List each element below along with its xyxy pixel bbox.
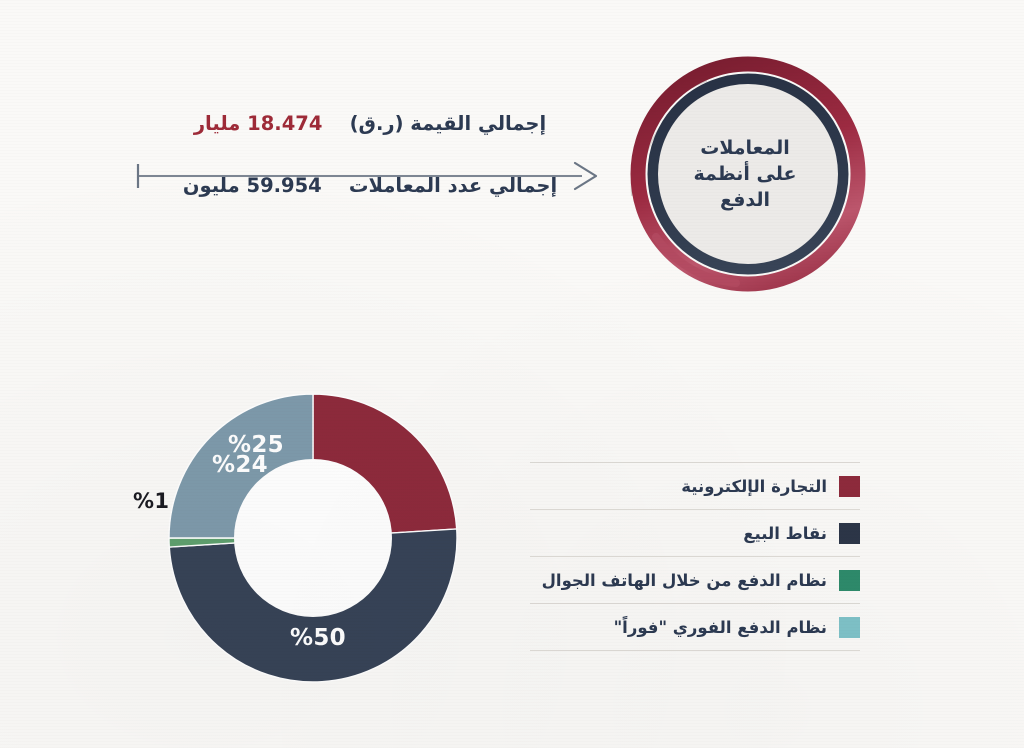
legend-label-pos: نقاط البيع [743,523,827,543]
legend-swatch-pos [839,522,860,544]
chart-legend: التجارة الإلكترونية نقاط البيع نظام الدف… [530,462,860,651]
summary-block: إجمالي القيمة (ر.ق) 18.474 مليار إجمالي … [130,112,610,222]
legend-swatch-mobile-payment [839,569,860,591]
legend-item-pos[interactable]: نقاط البيع [530,510,860,557]
total-value-unit: مليار [193,112,241,135]
legend-item-mobile-payment[interactable]: نظام الدفع من خلال الهاتف الجوال [530,557,860,604]
donut-label-mobile-payment: %1 [133,489,170,513]
badge-outer-ring [630,56,866,292]
badge-brush-accent [652,233,740,287]
total-count-unit: مليون [182,174,240,197]
donut-label-fawran: %25 [228,432,284,458]
legend-item-ecommerce[interactable]: التجارة الإلكترونية [530,462,860,510]
legend-label-mobile-payment: نظام الدفع من خلال الهاتف الجوال [541,570,827,590]
legend-swatch-ecommerce [839,475,860,497]
donut-label-pos: %50 [290,625,346,651]
total-count-number: 59.954 [246,174,322,197]
legend-item-fawran[interactable]: نظام الدفع الفوري "فوراً" [530,604,860,651]
total-value-prefix: إجمالي القيمة (ر.ق) [349,112,547,135]
total-count-prefix: إجمالي عدد المعاملات [348,174,558,197]
badge-inner-ring [647,73,849,275]
badge-center-disc [658,84,838,264]
total-value-text: إجمالي القيمة (ر.ق) 18.474 مليار [130,112,610,135]
badge-rings-graphic [630,56,866,292]
donut-hole [234,459,392,617]
donut-label-ecommerce: %24 [212,452,268,478]
payment-systems-badge: المعاملات على أنظمة الدفع [610,45,880,303]
legend-swatch-fawran [839,616,860,638]
arrow-divider [136,161,598,191]
legend-label-ecommerce: التجارة الإلكترونية [681,476,827,496]
total-count-text: إجمالي عدد المعاملات 59.954 مليون [130,174,610,197]
payment-channels-donut-chart [168,393,458,683]
arrow-head-icon [573,161,598,191]
total-value-number: 18.474 [247,112,323,135]
legend-label-fawran: نظام الدفع الفوري "فوراً" [613,617,828,637]
